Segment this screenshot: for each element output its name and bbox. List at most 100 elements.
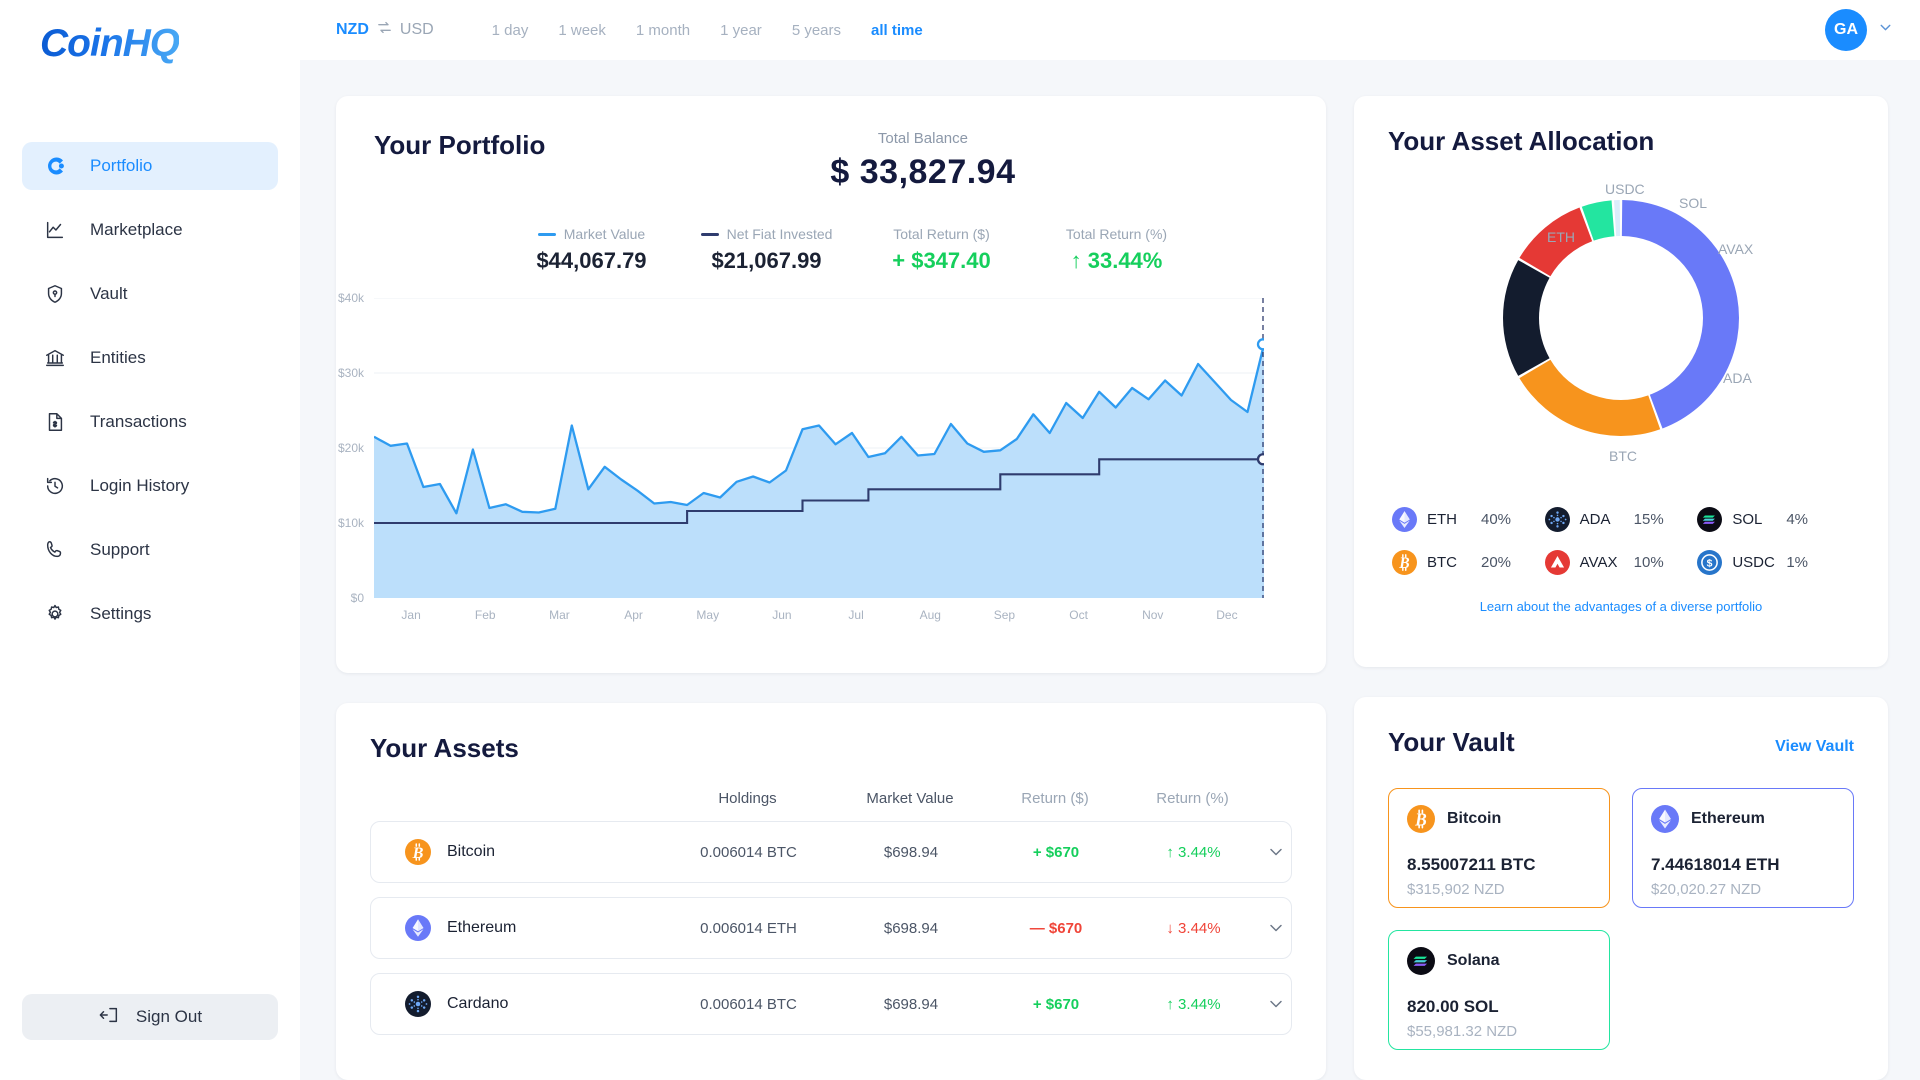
asset-return-dollar: + $670	[1032, 843, 1080, 861]
asset-name: Bitcoin	[447, 843, 496, 860]
vault-card-name: Bitcoin	[1447, 810, 1502, 827]
diverse-portfolio-link[interactable]: Learn about the advantages of a diverse …	[1479, 599, 1763, 614]
sign-out-label: Sign Out	[135, 1007, 203, 1026]
asset-name-cell: Cardano	[371, 991, 661, 1017]
allocation-title: Your Asset Allocation	[1388, 126, 1655, 156]
line-chart-icon	[42, 217, 68, 243]
sidebar-item-label: Transactions	[90, 412, 187, 431]
eth-coin-icon	[1651, 805, 1679, 833]
chevron-down-icon[interactable]	[1261, 918, 1291, 938]
donut-slice-ada[interactable]	[1503, 260, 1550, 376]
portfolio-chart: $0 $10k $20k $30k $40k Jan Feb Mar Apr May Jun Jul…	[338, 291, 1288, 622]
chart-x-tick: Apr	[624, 608, 643, 622]
document-dollar-icon	[42, 409, 68, 435]
view-vault-link[interactable]: View Vault	[1775, 738, 1854, 755]
chart-x-tick: Aug	[919, 608, 941, 622]
vault-card: Your Vault View Vault B Bitcoin 8.55007211…	[1354, 697, 1888, 1080]
chart-x-tick: Sep	[993, 608, 1016, 622]
sidebar-item-support[interactable]: Support	[22, 526, 278, 574]
brand-logo[interactable]: CoinHQ	[0, 0, 300, 92]
asset-holdings: 0.006014 BTC	[700, 995, 797, 1013]
avatar[interactable]: GA	[1825, 9, 1867, 51]
range-1-month[interactable]: 1 month	[635, 21, 691, 39]
allocation-legend: ETH 40% ADA 15% SOL 4% B BTC 20% AVAX 10% $ USDC 1%	[1388, 507, 1854, 575]
svg-text:B: B	[412, 844, 424, 862]
sidebar-item-portfolio[interactable]: Portfolio	[22, 142, 278, 190]
allocation-donut: ETH USDC SOL AVAX ADA BTC	[1451, 163, 1791, 493]
sidebar-item-label: Vault	[90, 284, 128, 303]
stat-value: + $347.40	[892, 248, 991, 273]
eth-coin-icon	[405, 915, 431, 941]
vault-card-bitcoin[interactable]: B Bitcoin 8.55007211 BTC $315,902 NZD	[1388, 788, 1610, 908]
topbar: NZD USD 1 day 1 week 1 month 1 year 5 ye…	[300, 0, 1920, 60]
sidebar-item-settings[interactable]: Settings	[22, 590, 278, 638]
vault-card-header: Solana	[1407, 947, 1591, 975]
avax-coin-icon	[1544, 550, 1570, 575]
asset-return-dollar: + $670	[1032, 995, 1080, 1013]
legend-symbol: SOL	[1732, 511, 1763, 528]
range-1-week[interactable]: 1 week	[558, 21, 606, 39]
user-menu[interactable]: GA	[1825, 9, 1894, 51]
vault-card-amount: 820.00 SOL	[1407, 997, 1499, 1016]
range-1-day[interactable]: 1 day	[491, 21, 529, 39]
asset-name: Cardano	[447, 995, 509, 1012]
donut-chart	[1503, 200, 1739, 436]
asset-name-cell: B Bitcoin	[371, 839, 661, 865]
sidebar-item-transactions[interactable]: Transactions	[22, 398, 278, 446]
legend-symbol: ADA	[1579, 511, 1611, 528]
chart-area-fill	[374, 344, 1264, 598]
chevron-down-icon[interactable]	[1877, 19, 1894, 41]
asset-market-value: $698.94	[883, 843, 939, 861]
range-5-years[interactable]: 5 years	[791, 21, 842, 39]
chart-x-tick: Jun	[772, 608, 792, 622]
vault-title: Your Vault	[1388, 727, 1515, 757]
ada-coin-icon	[405, 991, 431, 1017]
column-return-pct: Return (%)	[1156, 790, 1229, 807]
table-row[interactable]: Ethereum 0.006014 ETH $698.94 — $670 ↓ 3.44%	[370, 897, 1292, 959]
left-column: Your Portfolio Total Balance $ 33,827.94…	[336, 96, 1326, 1080]
right-column: Your Asset Allocation ETH USDC SOL AVAX …	[1354, 96, 1888, 1080]
portfolio-header: Your Portfolio Total Balance $ 33,827.94	[374, 130, 1288, 192]
sidebar-item-vault[interactable]: Vault	[22, 270, 278, 318]
legend-item-ada: ADA 15%	[1544, 507, 1698, 532]
table-row[interactable]: Cardano 0.006014 BTC $698.94 + $670 ↑ 3.44%	[370, 973, 1292, 1035]
donut-slice-btc[interactable]	[1519, 359, 1661, 436]
asset-holdings: 0.006014 BTC	[700, 843, 797, 861]
chart-x-tick: Jul	[848, 608, 864, 622]
donut-slice-usdc[interactable]	[1614, 200, 1621, 237]
portfolio-stats: Market Value $44,067.79 Net Fiat Investe…	[374, 226, 1288, 274]
legend-percent: 10%	[1633, 554, 1664, 571]
ada-coin-icon	[1544, 507, 1570, 532]
asset-market-value: $698.94	[883, 919, 939, 937]
chart-x-tick: Dec	[1216, 608, 1238, 622]
donut-slice-sol[interactable]	[1581, 200, 1615, 241]
table-row[interactable]: B Bitcoin 0.006014 BTC $698.94 + $670 ↑ 3.44%	[370, 821, 1292, 883]
vault-card-ethereum[interactable]: Ethereum 7.44618014 ETH $20,020.27 NZD	[1632, 788, 1854, 908]
legend-item-eth: ETH 40%	[1392, 507, 1545, 532]
sign-out-button[interactable]: Sign Out	[22, 994, 278, 1040]
sidebar-item-marketplace[interactable]: Marketplace	[22, 206, 278, 254]
stat-net-fiat-invested: Net Fiat Invested $21,067.99	[679, 226, 854, 274]
donut-slice-avax[interactable]	[1519, 207, 1593, 277]
sidebar-item-label: Portfolio	[90, 156, 153, 175]
svg-text:$: $	[1707, 559, 1713, 570]
sidebar-nav: Portfolio Marketplace Vault Entities	[0, 142, 300, 654]
vault-header: Your Vault View Vault	[1388, 727, 1854, 758]
sidebar-item-login-history[interactable]: Login History	[22, 462, 278, 510]
svg-text:B: B	[1414, 809, 1427, 829]
legend-symbol: ETH	[1427, 511, 1457, 528]
donut-slice-eth[interactable]	[1621, 200, 1739, 429]
sidebar-item-entities[interactable]: Entities	[22, 334, 278, 382]
vault-card-solana[interactable]: Solana 820.00 SOL $55,981.32 NZD	[1388, 930, 1610, 1050]
vault-card-header: Ethereum	[1651, 805, 1835, 833]
slice-label-btc: BTC	[1609, 448, 1637, 464]
chevron-down-icon[interactable]	[1261, 994, 1291, 1014]
range-1-year[interactable]: 1 year	[720, 21, 762, 39]
chart-end-marker	[1256, 338, 1264, 351]
shield-key-icon	[42, 281, 68, 307]
brand-logo-text: CoinHQ	[40, 22, 180, 65]
currency-switcher[interactable]: NZD USD	[336, 19, 434, 41]
currency-from: NZD	[336, 21, 369, 38]
chevron-down-icon[interactable]	[1261, 842, 1291, 862]
range-all-time[interactable]: all time	[871, 21, 923, 39]
